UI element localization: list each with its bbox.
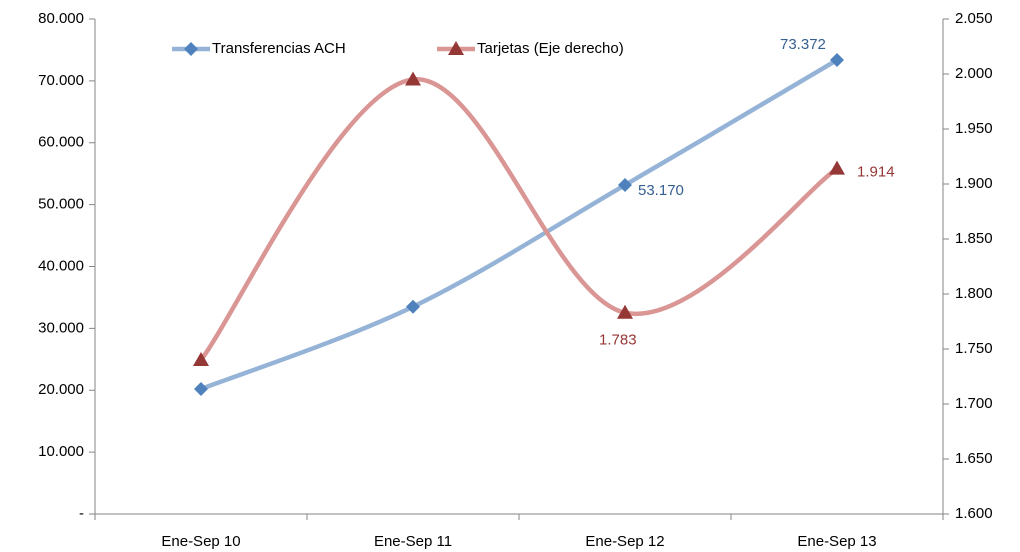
y2-tick-label: 1.850 xyxy=(955,230,993,247)
data-point xyxy=(618,178,632,193)
y-tick-label: 20.000 xyxy=(38,381,84,398)
y-tick-label: 50.000 xyxy=(38,196,84,213)
data-point xyxy=(406,299,420,314)
y-tick-label: 30.000 xyxy=(38,319,84,336)
legend-marker xyxy=(448,41,464,55)
y-tick-label: 80.000 xyxy=(38,10,84,27)
legend-marker xyxy=(184,42,198,56)
series-line xyxy=(198,57,840,392)
data-point xyxy=(829,160,845,175)
data-point xyxy=(193,352,209,366)
y-tick-label: 10.000 xyxy=(38,443,84,460)
x-tick-label: Ene-Sep 13 xyxy=(797,533,876,550)
x-tick-label: Ene-Sep 10 xyxy=(161,533,240,550)
legend-label: Transferencias ACH xyxy=(212,40,346,57)
y-tick-label: 70.000 xyxy=(38,72,84,89)
y-tick-label: - xyxy=(79,505,84,522)
y2-tick-label: 1.750 xyxy=(955,340,993,357)
y2-tick-label: 1.900 xyxy=(955,175,993,192)
legend-label: Tarjetas (Eje derecho) xyxy=(477,40,624,57)
series-line xyxy=(198,77,840,363)
data-label: 53.170 xyxy=(638,182,684,199)
y2-tick-label: 1.600 xyxy=(955,505,993,522)
x-tick-label: Ene-Sep 11 xyxy=(374,533,452,550)
data-point xyxy=(405,71,421,86)
y2-tick-label: 1.950 xyxy=(955,120,993,137)
data-point xyxy=(830,53,844,68)
y-tick-label: 60.000 xyxy=(38,134,84,151)
data-label: 73.372 xyxy=(780,36,826,53)
data-label: 1.914 xyxy=(857,164,895,181)
y2-tick-label: 1.800 xyxy=(955,285,993,302)
y-tick-label: 40.000 xyxy=(38,257,84,274)
y2-tick-label: 1.700 xyxy=(955,395,993,412)
data-point xyxy=(194,382,208,397)
y2-tick-label: 2.050 xyxy=(955,10,993,27)
y2-tick-label: 1.650 xyxy=(955,450,993,467)
x-tick-label: Ene-Sep 12 xyxy=(585,533,664,550)
data-label: 1.783 xyxy=(599,332,637,349)
y2-tick-label: 2.000 xyxy=(955,65,993,82)
data-point xyxy=(617,304,633,319)
